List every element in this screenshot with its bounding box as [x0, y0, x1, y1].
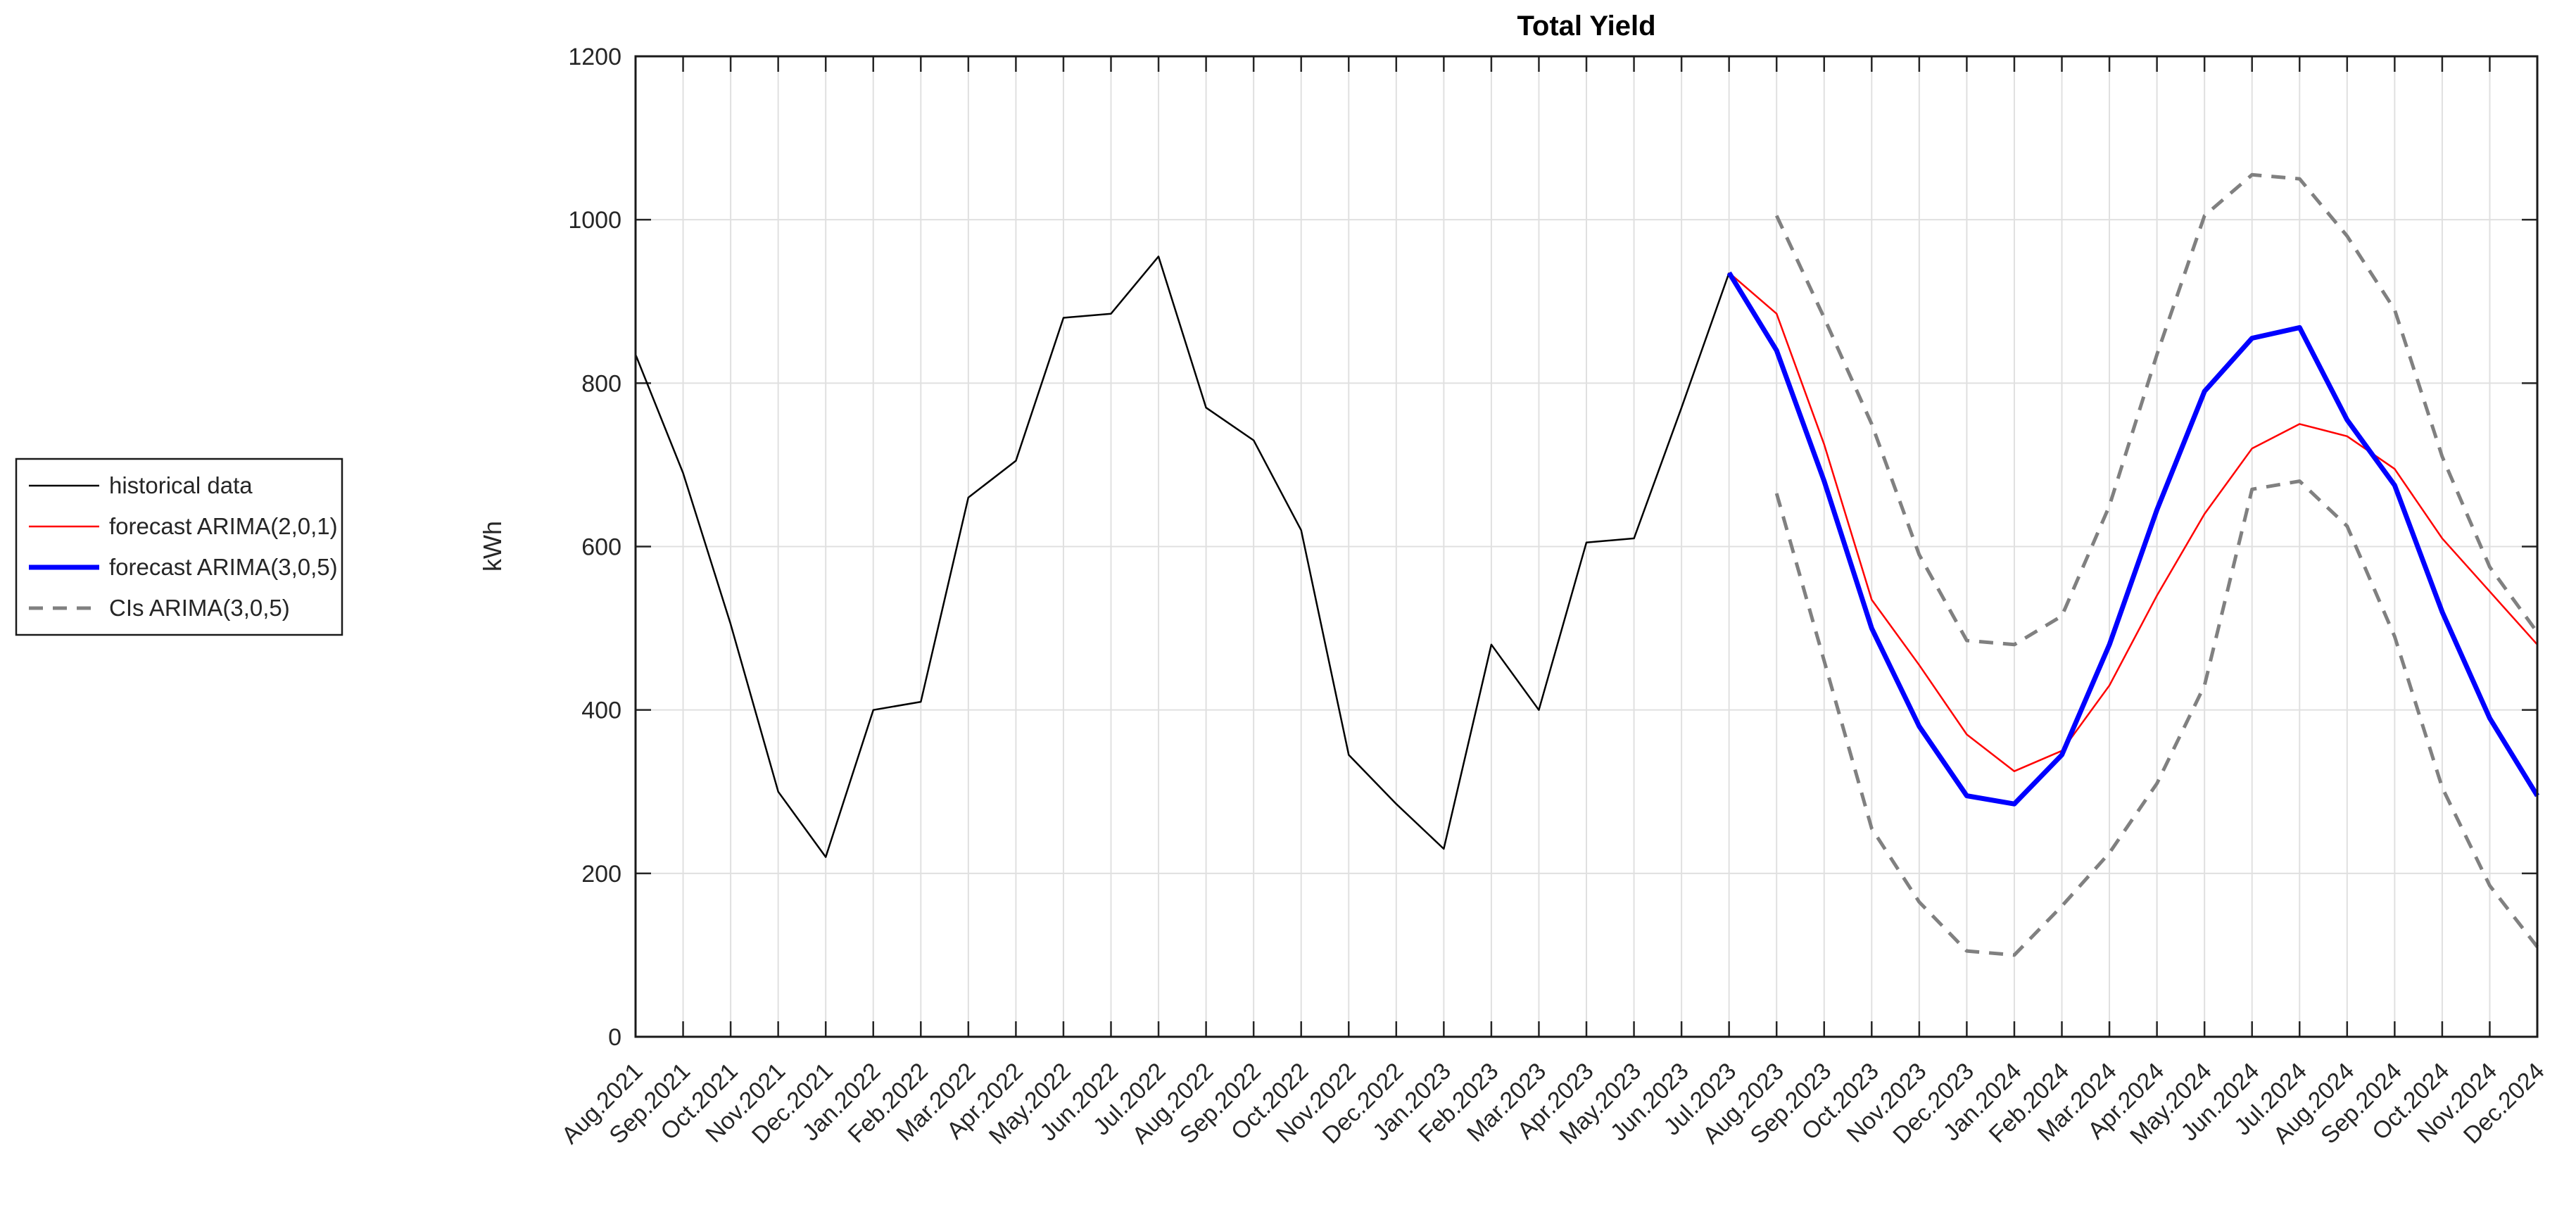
y-tick-label: 600: [581, 534, 621, 561]
legend-item-label: forecast ARIMA(2,0,1): [109, 513, 338, 539]
plot-frame: [634, 55, 2539, 1038]
legend-item: forecast ARIMA(2,0,1): [29, 513, 338, 539]
axis-ticks: [634, 55, 2539, 1038]
y-tick-labels: 0 200 400 600 800 1000 1200: [568, 44, 621, 1051]
series-lines: [634, 172, 2539, 957]
y-tick-label: 400: [581, 698, 621, 724]
legend-box: historical data forecast ARIMA(2,0,1) fore…: [15, 458, 343, 636]
legend-item-label: forecast ARIMA(3,0,5): [109, 554, 338, 580]
ci-upper-line: [1774, 172, 2539, 647]
y-axis-label: kWh: [478, 521, 507, 572]
legend-item-label: CIs ARIMA(3,0,5): [109, 595, 290, 621]
ci-lower-line: [1774, 479, 2539, 957]
gridlines: [636, 56, 2537, 1037]
forecast-arima201-line: [1728, 272, 2538, 772]
forecast-arima305-line: [1726, 271, 2539, 807]
y-tick-label: 1000: [568, 207, 621, 234]
y-tick-label: 1200: [568, 44, 621, 70]
y-tick-label: 0: [608, 1024, 621, 1051]
y-tick-label: 800: [581, 370, 621, 397]
y-tick-label: 200: [581, 861, 621, 888]
historical-line: [634, 255, 1730, 858]
legend-item: forecast ARIMA(3,0,5): [29, 554, 338, 580]
legend-item: historical data: [29, 472, 253, 498]
legend-item: CIs ARIMA(3,0,5): [29, 595, 290, 621]
legend-item-label: historical data: [109, 472, 253, 498]
x-tick-labels: Aug.2021Sep.2021Oct.2021Nov.2021Dec.2021…: [557, 1058, 2550, 1150]
chart-title: Total Yield: [1517, 11, 1655, 42]
